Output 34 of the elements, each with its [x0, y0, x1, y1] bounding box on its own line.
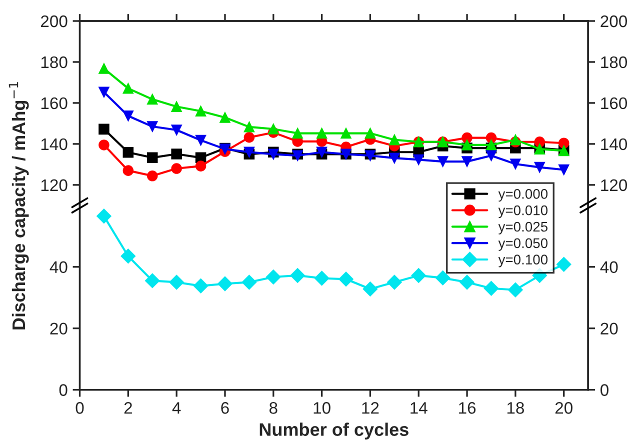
x-tick-label: 20: [555, 402, 572, 414]
x-tick-label: 8: [269, 402, 278, 414]
y-tick-label: 180: [41, 56, 68, 68]
y2-tick-label: 40: [600, 261, 618, 274]
y2-tick-label: 200: [600, 15, 628, 28]
y2-tick-label: 120: [601, 179, 628, 192]
x-tick-label: 16: [459, 402, 476, 414]
y-tick-label: 200: [40, 15, 68, 28]
y2-tick-label: 20: [600, 322, 618, 335]
y-tick-label: 0: [59, 384, 68, 396]
x-tick-label: 12: [362, 402, 379, 414]
y-tick-label: 40: [50, 261, 68, 274]
y2-tick-label: 140: [601, 138, 628, 150]
y2-tick-label: 0: [600, 384, 608, 396]
x-tick-label: 2: [124, 402, 132, 414]
x-tick-label: 14: [410, 402, 428, 414]
y-tick-label: 140: [41, 138, 68, 150]
y2-tick-label: 180: [601, 56, 628, 68]
y-tick-label: 20: [50, 322, 68, 335]
legend-label: y=0.050: [498, 238, 548, 251]
x-tick-label: 4: [172, 402, 181, 414]
x-tick-label: 6: [221, 402, 229, 414]
y-axis-title: Discharge capacity / mAhg$^{−1}$: [8, 82, 29, 330]
legend-label: y=0.000: [498, 188, 548, 202]
legend-label: y=0.100: [498, 254, 548, 268]
x-tick-label: 10: [314, 402, 330, 414]
y2-tick-label: 160: [601, 97, 628, 110]
legend-label: y=0.010: [498, 205, 548, 218]
x-tick-label: 0: [76, 402, 84, 414]
y-tick-label: 160: [41, 97, 68, 110]
y-tick-label: 120: [41, 179, 68, 192]
x-tick-label: 18: [507, 402, 524, 414]
legend-label: y=0.025: [498, 222, 548, 234]
x-axis-title: Number of cycles: [260, 422, 408, 440]
